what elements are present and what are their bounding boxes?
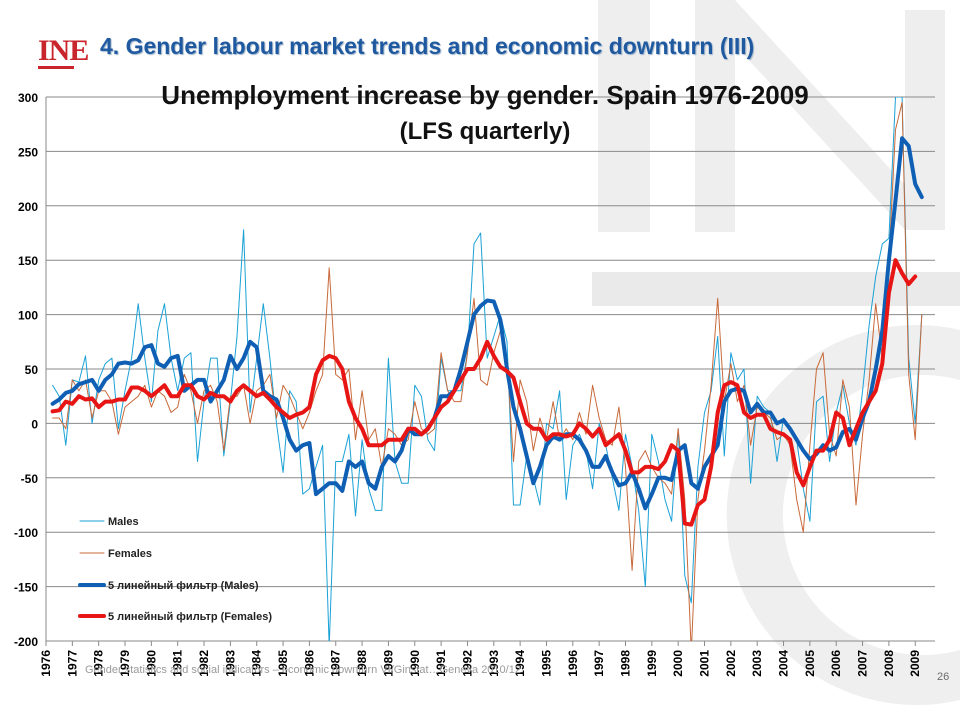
x-tick-label: 1989 xyxy=(381,650,395,677)
chart-title: Unemployment increase by gender. Spain 1… xyxy=(161,80,809,110)
series-line-1 xyxy=(52,97,923,641)
y-tick-label: -150 xyxy=(14,581,38,595)
logo-text: INE xyxy=(38,34,89,67)
x-tick-label: 1980 xyxy=(144,650,158,677)
x-tick-label: 1992 xyxy=(460,650,474,677)
watermark-bar xyxy=(592,272,960,306)
x-tick-label: 1996 xyxy=(566,650,580,677)
series-line-3 xyxy=(50,136,924,511)
x-tick-label: 1979 xyxy=(118,650,132,677)
x-tick-label: 2001 xyxy=(698,650,712,677)
series-line-2 xyxy=(52,101,923,641)
x-tick-label: 2007 xyxy=(856,650,870,677)
x-tick-label: 1990 xyxy=(408,650,422,677)
y-tick-label: -50 xyxy=(21,472,39,486)
legend-label: Males xyxy=(108,516,139,528)
y-tick-label: 0 xyxy=(31,417,38,431)
x-tick-label: 1995 xyxy=(539,650,553,677)
legend-label: 5 линейный фильтр (Females) xyxy=(108,611,272,623)
x-tick-label: 2004 xyxy=(777,650,791,677)
x-tick-label: 2000 xyxy=(671,650,685,677)
y-tick-label: -200 xyxy=(14,635,38,649)
x-tick-label: 1977 xyxy=(65,650,79,677)
legend-label: 5 линейный фильтр (Males) xyxy=(108,580,259,592)
x-tick-label: 1994 xyxy=(513,650,527,677)
x-tick-label: 1999 xyxy=(645,650,659,677)
legend-label: Females xyxy=(108,548,152,560)
x-tick-label: 1993 xyxy=(487,650,501,677)
page-number: 26 xyxy=(937,671,950,683)
x-tick-label: 2002 xyxy=(724,650,738,677)
watermark-i xyxy=(598,0,650,232)
chart-subtitle: (LFS quarterly) xyxy=(399,118,571,145)
x-tick-label: 2006 xyxy=(829,650,843,677)
x-tick-label: 2008 xyxy=(882,650,896,677)
x-tick-label: 2009 xyxy=(908,650,922,677)
y-tick-label: -100 xyxy=(14,526,38,540)
x-tick-label: 1978 xyxy=(92,650,106,677)
x-tick-label: 2005 xyxy=(803,650,817,677)
x-tick-label: 1986 xyxy=(302,650,316,677)
x-tick-label: 1988 xyxy=(355,650,369,677)
series-line-4 xyxy=(50,258,918,527)
y-tick-label: 300 xyxy=(18,91,38,105)
slide-title: 4. Gender labour market trends and econo… xyxy=(100,33,755,59)
y-tick-label: 100 xyxy=(18,309,38,323)
ine-logo: INE xyxy=(38,32,89,102)
x-tick-label: 1991 xyxy=(434,650,448,677)
logo-rule xyxy=(38,66,74,69)
footer-note: Gender statistics and social indicators … xyxy=(85,664,521,676)
y-tick-label: 250 xyxy=(18,145,38,159)
x-tick-label: 1985 xyxy=(276,650,290,677)
y-tick-label: 200 xyxy=(18,200,38,214)
x-tick-label: 1983 xyxy=(223,650,237,677)
x-tick-label: 1984 xyxy=(250,650,264,677)
x-tick-label: 1997 xyxy=(592,650,606,677)
x-tick-label: 1982 xyxy=(197,650,211,677)
x-tick-label: 2003 xyxy=(750,650,764,677)
x-tick-label: 1976 xyxy=(39,650,53,677)
x-tick-label: 1981 xyxy=(171,650,185,677)
x-tick-label: 1987 xyxy=(329,650,343,677)
watermark-n xyxy=(695,0,945,232)
x-tick-label: 1998 xyxy=(618,650,632,677)
y-tick-label: 150 xyxy=(18,254,38,268)
y-tick-label: 50 xyxy=(25,363,39,377)
